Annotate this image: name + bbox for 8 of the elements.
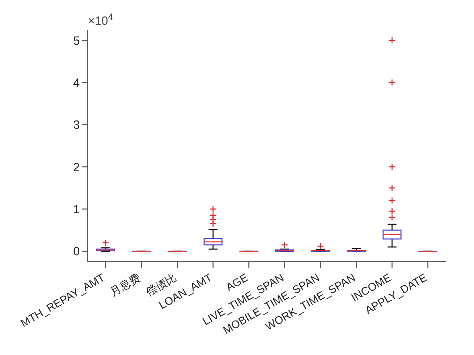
text: ×10$^{4}$ xyxy=(88,12,114,28)
x-tick-label: 月息费 xyxy=(108,271,144,300)
y-tick-label: 3 xyxy=(73,118,80,132)
y-tick-label: 4 xyxy=(73,76,80,90)
y-tick-label: 0 xyxy=(73,244,80,259)
y-tick-label: 5 xyxy=(73,34,80,48)
y-tick-label: 2 xyxy=(73,160,80,174)
y-tick-label: 1 xyxy=(73,202,80,217)
